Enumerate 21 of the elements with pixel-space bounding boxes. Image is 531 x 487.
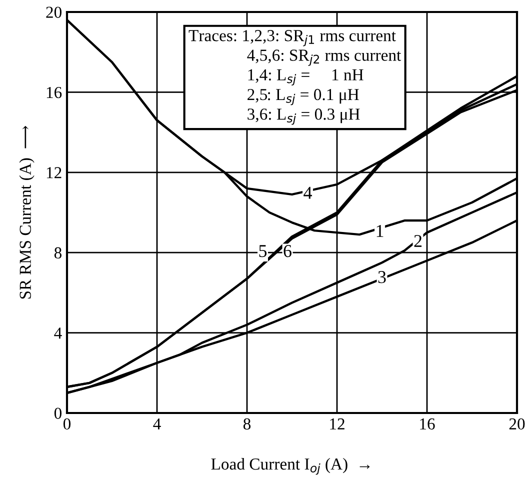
y-tick-label: 12: [46, 167, 62, 178]
x-tick-label: 8: [243, 418, 251, 430]
x-tick-label: 16: [420, 418, 435, 430]
text: Traces: 1,2,3: SR$_{j1}$ rms current 4,5,6: SR$_{j2}$ rms current 1,4: L$_{sj}$ = 1 nH 2,5: L$_{sj}$ = 0.1 μH 3,6: L$_{sj}$ = 0.3 μH: [188, 30, 402, 125]
x-axis-title: Load Current I$_{oj}$ (A) →: [211, 458, 370, 475]
y-axis-title: SR RMS Current (A) ⟶: [19, 126, 34, 299]
x-tick-label: 20: [509, 418, 525, 430]
x-tick-label: 12: [330, 418, 344, 430]
y-tick-label: 20: [46, 6, 62, 18]
annotation: 6: [284, 244, 292, 258]
y-tick-label: 16: [46, 86, 62, 98]
annotation: 5: [259, 245, 267, 258]
y-tick-label: 8: [54, 247, 62, 259]
annotation: 4: [304, 186, 312, 199]
annotation: 1: [376, 224, 384, 237]
y-tick-label: 0: [54, 408, 62, 419]
x-tick-label: 4: [153, 418, 161, 430]
annotation: 3: [378, 271, 386, 284]
y-tick-label: 4: [54, 328, 62, 339]
x-tick-label: 0: [63, 418, 71, 430]
annotation: 2: [414, 234, 422, 247]
